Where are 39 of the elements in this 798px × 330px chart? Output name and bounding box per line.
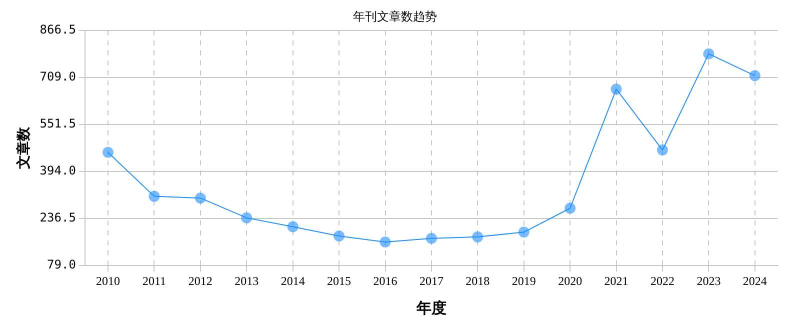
x-tick-label: 2015 <box>327 274 352 288</box>
x-tick-label: 2019 <box>512 274 536 288</box>
y-tick-label: 236.5 <box>40 210 76 225</box>
x-tick-label: 2014 <box>280 274 305 288</box>
y-tick-label: 551.5 <box>40 116 76 131</box>
point <box>518 226 530 238</box>
point <box>287 221 298 232</box>
point <box>564 202 576 214</box>
y-tick-label: 866.5 <box>40 22 76 37</box>
x-axis-title: 年度 <box>415 298 446 317</box>
x-tick-label: 2010 <box>96 274 120 288</box>
point <box>749 70 760 82</box>
x-tick-label: 2012 <box>188 274 212 288</box>
x-tick-label: 2023 <box>696 274 721 288</box>
x-tick-label: 2013 <box>234 274 259 288</box>
point <box>380 236 391 248</box>
point <box>102 146 114 158</box>
point <box>194 192 206 204</box>
point <box>148 190 160 202</box>
point <box>703 48 714 60</box>
chart-title: 年刊文章数趋势 <box>353 9 437 24</box>
point <box>241 212 252 224</box>
point <box>334 230 345 242</box>
x-tick-label: 2024 <box>742 274 767 288</box>
x-tick-label: 2016 <box>373 274 398 288</box>
x-tick-label: 2011 <box>142 274 166 288</box>
x-tick-label: 2022 <box>650 274 674 288</box>
point <box>610 84 622 95</box>
x-tick-label: 2018 <box>466 274 490 288</box>
point <box>656 144 668 156</box>
point <box>426 232 437 244</box>
x-tick-label: 2017 <box>419 274 444 288</box>
x-tick-label: 2021 <box>604 274 628 288</box>
y-tick-label: 79.0 <box>47 258 76 272</box>
point <box>472 231 484 242</box>
x-tick-label: 2020 <box>558 274 582 288</box>
y-tick-label: 709.0 <box>40 70 76 84</box>
y-axis-title: 文章数 <box>15 126 32 170</box>
y-tick-label: 394.0 <box>40 164 76 178</box>
